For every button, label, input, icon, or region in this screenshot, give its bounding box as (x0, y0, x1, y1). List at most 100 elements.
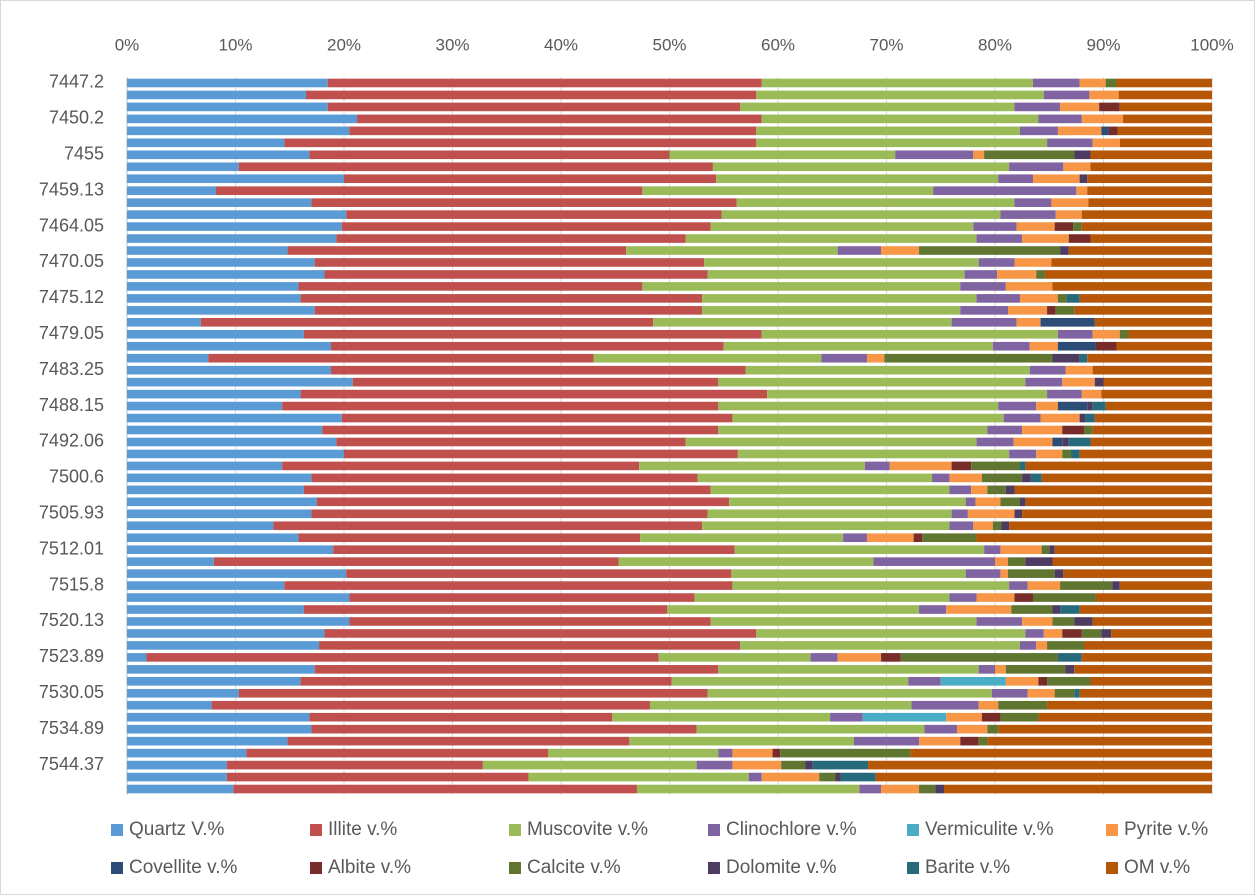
bar-segment (127, 377, 353, 387)
bar-segment (716, 174, 999, 184)
bar-segment (1019, 641, 1037, 650)
bar-segment (1051, 198, 1089, 207)
legend-label: Muscovite v.% (527, 819, 648, 840)
bar-segment (311, 724, 697, 734)
bar-segment (127, 509, 312, 519)
bar-segment (1041, 473, 1212, 483)
bar-segment (1083, 641, 1212, 650)
bar-segment (1038, 114, 1082, 124)
bar-segment (810, 653, 838, 662)
legend-label: OM v.% (1124, 857, 1190, 878)
bar-segment (761, 78, 1033, 88)
bar-segment (1123, 114, 1212, 124)
bar-segment (1009, 162, 1064, 172)
bar-segment (127, 401, 283, 411)
legend-label: Quartz V.% (129, 819, 225, 840)
bar-segment (593, 353, 822, 363)
bar-segment (336, 437, 686, 447)
bar-segment (772, 748, 781, 758)
bar-segment (1052, 282, 1212, 291)
bar-segment (667, 605, 920, 614)
y-tick-label: 7464.05 (39, 215, 104, 235)
bar-segment (731, 569, 966, 578)
bar-segment (1047, 306, 1056, 315)
legend-swatch (1106, 862, 1118, 874)
bar-segment (1000, 210, 1056, 219)
bar-segment (732, 748, 773, 758)
bar-segment (960, 282, 1006, 291)
bar-segment (932, 473, 950, 483)
bar-segment (723, 341, 993, 351)
bar-segment (127, 329, 304, 339)
bar-segment (1057, 294, 1067, 303)
bar-segment (127, 629, 325, 638)
bar-segment (127, 126, 350, 136)
bar-segment (127, 724, 312, 734)
bar-segment (748, 772, 762, 782)
bar-segment (995, 665, 1006, 674)
bar-segment (1090, 677, 1212, 686)
bar-segment (1081, 389, 1102, 399)
bar-segment (127, 102, 328, 112)
bar-segment (303, 485, 711, 495)
bar-segment (127, 270, 325, 279)
legend-label: Illite v.% (328, 819, 397, 840)
bar-segment (127, 736, 288, 746)
bar-segment (528, 772, 749, 782)
bar-segment (900, 653, 1058, 662)
bar-segment (965, 497, 976, 507)
bar-segment (1081, 114, 1124, 124)
bar-segment (732, 760, 782, 770)
y-tick-label: 7488.15 (39, 395, 104, 415)
bar-segment (1013, 437, 1053, 447)
y-tick-label: 7505.93 (39, 503, 104, 523)
bar-segment (282, 401, 719, 411)
bar-segment (997, 270, 1037, 279)
bar-segment (1066, 294, 1080, 303)
bar-segment (1022, 509, 1212, 519)
bar-segment (946, 712, 982, 722)
bar-segment (1016, 222, 1055, 231)
bar-segment (287, 736, 630, 746)
bar-segment (127, 318, 201, 327)
bar-segment (1112, 581, 1120, 590)
bar-segment (1103, 377, 1212, 387)
bar-segment (843, 533, 867, 543)
bar-segment (998, 700, 1048, 710)
legend-label: Albite v.% (328, 857, 411, 878)
bar-segment (1087, 174, 1212, 184)
bar-segment (1079, 413, 1086, 423)
y-tick-label: 7512.01 (39, 538, 104, 558)
bar-segment (636, 784, 860, 794)
bar-segment (718, 377, 1026, 387)
bar-segment (1087, 186, 1212, 195)
bar-segment (1079, 688, 1212, 698)
bar-segment (352, 377, 719, 387)
bar-segment (1014, 258, 1052, 267)
bar-segment (341, 222, 711, 231)
y-tick-label: 7479.05 (39, 323, 104, 343)
bar-segment (1092, 329, 1120, 339)
y-tick-label: 7470.05 (39, 251, 104, 271)
bar-segment (1074, 150, 1091, 160)
y-tick-label: 7455 (64, 144, 104, 164)
bar-segment (919, 736, 961, 746)
bar-segment (127, 545, 334, 554)
bar-segment (1005, 665, 1066, 674)
bar-segment (1092, 401, 1106, 411)
bar-segment (1036, 641, 1048, 650)
bar-segment (1057, 341, 1096, 351)
bar-segment (324, 270, 708, 279)
bar-segment (309, 712, 612, 722)
x-tick-label: 60% (761, 35, 795, 54)
bar-segment (694, 593, 950, 602)
legend-swatch (310, 862, 322, 874)
bar-segment (324, 629, 757, 638)
bar-segment (1032, 78, 1080, 88)
bar-segment (987, 425, 1023, 435)
legend-swatch (111, 862, 123, 874)
bar-segment (127, 784, 234, 794)
bar-segment (1092, 617, 1212, 626)
bar-segment (992, 521, 1002, 531)
bar-segment (1047, 389, 1082, 399)
